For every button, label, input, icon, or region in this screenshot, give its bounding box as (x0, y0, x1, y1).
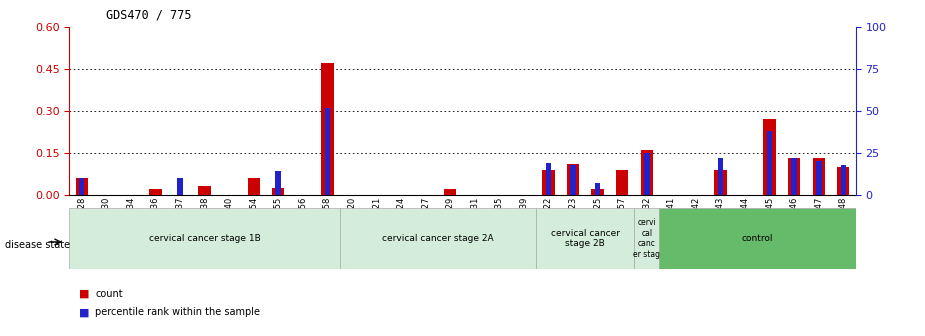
FancyBboxPatch shape (69, 208, 339, 269)
Text: disease state: disease state (5, 240, 69, 250)
Text: percentile rank within the sample: percentile rank within the sample (95, 307, 260, 318)
Bar (641, 150, 653, 195)
Bar (272, 188, 284, 195)
Bar (546, 163, 551, 195)
Bar (198, 186, 211, 195)
Bar (837, 167, 849, 195)
Bar (841, 165, 846, 195)
Bar (718, 158, 723, 195)
Bar (76, 178, 88, 195)
Bar (788, 159, 800, 195)
Text: cervical cancer stage 1B: cervical cancer stage 1B (149, 234, 260, 243)
Bar (644, 153, 649, 195)
Bar (595, 183, 600, 195)
Bar (714, 170, 727, 195)
Bar (567, 164, 579, 195)
Bar (444, 189, 456, 195)
Text: control: control (742, 234, 773, 243)
FancyBboxPatch shape (659, 208, 856, 269)
Text: count: count (95, 289, 123, 299)
FancyBboxPatch shape (635, 208, 659, 269)
Bar (325, 108, 330, 195)
Bar (149, 189, 162, 195)
Bar (591, 189, 604, 195)
Bar (542, 170, 555, 195)
Bar (571, 165, 576, 195)
Text: ■: ■ (79, 307, 89, 318)
FancyBboxPatch shape (536, 208, 635, 269)
Text: GDS470 / 775: GDS470 / 775 (106, 8, 191, 22)
Text: ■: ■ (79, 289, 89, 299)
Text: cervical cancer
stage 2B: cervical cancer stage 2B (551, 229, 620, 248)
Bar (79, 178, 84, 195)
Bar (276, 171, 281, 195)
Text: cervi
cal
canc
er stag: cervi cal canc er stag (634, 218, 660, 259)
Bar (178, 178, 183, 195)
Bar (248, 178, 260, 195)
Bar (763, 119, 776, 195)
Bar (767, 131, 772, 195)
Bar (816, 161, 821, 195)
Bar (813, 159, 825, 195)
Text: cervical cancer stage 2A: cervical cancer stage 2A (382, 234, 494, 243)
Bar (792, 158, 797, 195)
FancyBboxPatch shape (339, 208, 536, 269)
Bar (616, 170, 628, 195)
Bar (321, 63, 334, 195)
